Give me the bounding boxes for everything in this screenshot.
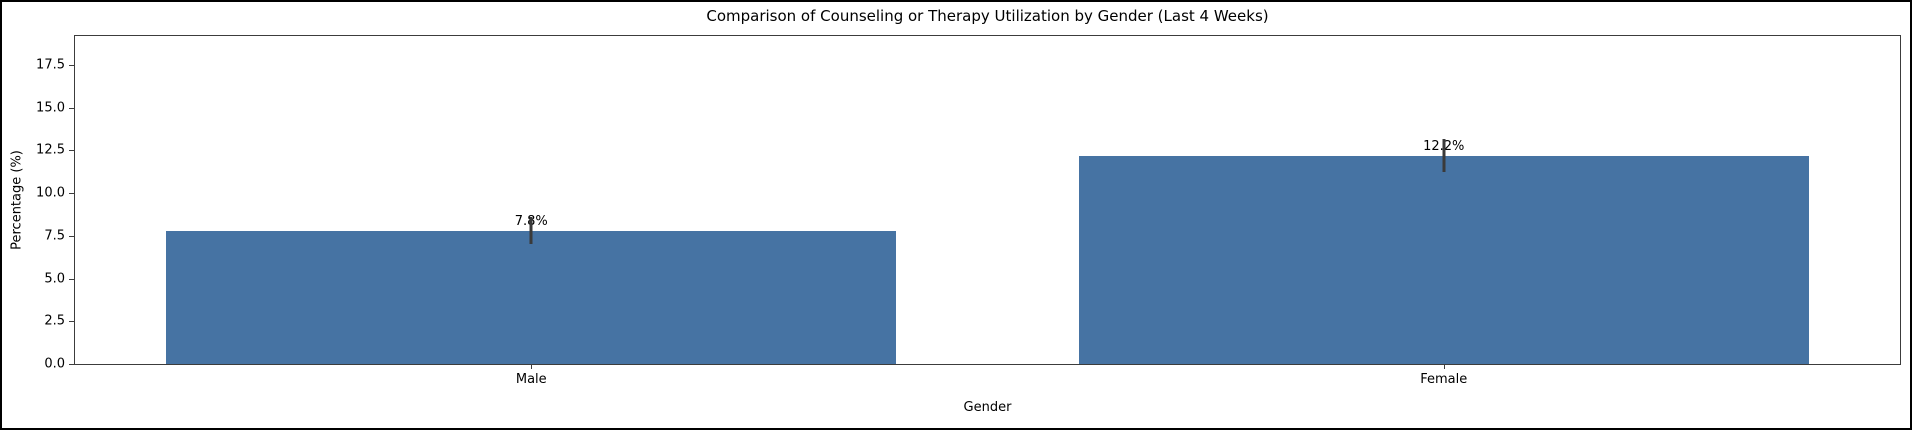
y-tick-mark (69, 321, 74, 323)
error-bar (529, 217, 533, 245)
y-tick-mark (69, 278, 74, 280)
x-tick-mark (1443, 364, 1445, 369)
y-tick-label: 10.0 (36, 185, 65, 201)
y-tick-mark (69, 364, 74, 365)
y-tick-label: 0.0 (44, 356, 65, 372)
y-tick-mark (69, 107, 74, 109)
y-tick-mark (69, 193, 74, 195)
x-tick-label-female: Female (1420, 372, 1468, 387)
bar-female (1078, 155, 1809, 364)
x-tick-mark (531, 364, 533, 369)
y-tick-label: 7.5 (44, 228, 65, 244)
x-axis-label: Gender (963, 400, 1012, 415)
x-tick-label-male: Male (515, 372, 547, 387)
chart-title: Comparison of Counseling or Therapy Util… (706, 7, 1269, 25)
error-bar (1442, 139, 1446, 172)
y-tick-mark (69, 150, 74, 152)
y-tick-label: 15.0 (36, 100, 65, 116)
y-tick-mark (69, 65, 74, 67)
bar-male (166, 230, 897, 364)
y-tick-label: 2.5 (44, 313, 65, 329)
y-tick-label: 5.0 (44, 271, 65, 287)
y-tick-label: 17.5 (36, 57, 65, 73)
y-tick-mark (69, 235, 74, 237)
plot-area: 7.8%12.2% (74, 35, 1901, 365)
y-tick-label: 12.5 (36, 142, 65, 158)
